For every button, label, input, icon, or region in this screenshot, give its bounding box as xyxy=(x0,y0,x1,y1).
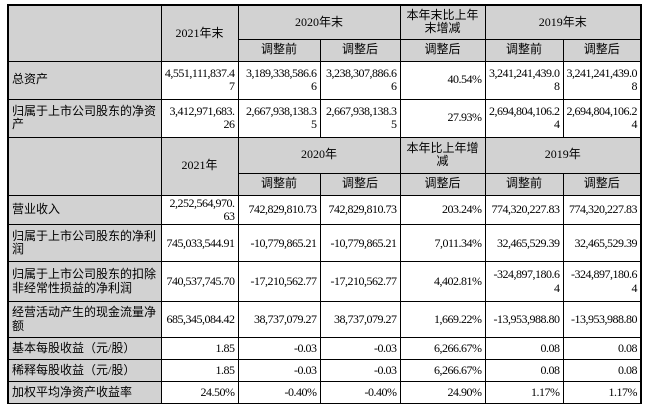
row-label: 稀释每股收益（元/股） xyxy=(7,359,162,383)
cell-value: 774,320,227.83 xyxy=(562,194,642,226)
cell-value: 24.50% xyxy=(160,381,239,404)
cell-value: 6,266.67% xyxy=(399,359,486,383)
cell-value: 32,465,529.39 xyxy=(562,224,642,263)
cell-value: 4,551,111,837.47 xyxy=(160,60,239,100)
cell-value: 6,266.67% xyxy=(399,337,486,361)
s2-sub-2019-post: 调整后 xyxy=(562,172,642,196)
cell-value: 32,465,529.39 xyxy=(484,224,564,263)
section1-header-row2: 调整前 调整后 调整后 调整前 调整后 xyxy=(8,38,642,62)
cell-value: 7,011.34% xyxy=(399,224,486,263)
cell-value: 0.08 xyxy=(484,359,564,383)
cell-value: 2,252,564,970.63 xyxy=(160,194,239,226)
cell-value: 745,033,544.91 xyxy=(160,224,239,263)
cell-value: 0.08 xyxy=(562,337,642,361)
cell-value: 740,537,745.70 xyxy=(160,261,239,303)
cell-value: -17,210,562.77 xyxy=(237,261,321,303)
row-label: 经营活动产生的现金流量净额 xyxy=(7,301,162,339)
cell-value: -0.03 xyxy=(237,359,321,383)
row-label: 总资产 xyxy=(7,60,162,100)
s2-sub-2020-post: 调整后 xyxy=(319,172,401,196)
table-row-net-profit: 归属于上市公司股东的净利润 745,033,544.91 -10,779,865… xyxy=(7,224,642,263)
cell-value: -324,897,180.64 xyxy=(484,261,564,303)
cell-value: 2,694,804,106.24 xyxy=(562,98,642,138)
section2-header-row1: 2021年 2020年 本年比上年增减 2019年 xyxy=(7,136,642,196)
row-label: 归属于上市公司股东的净资产 xyxy=(7,98,162,138)
row-label: 营业收入 xyxy=(7,194,162,226)
s2-col-2019: 2019年 xyxy=(484,136,642,174)
row-label: 归属于上市公司股东的净利润 xyxy=(7,224,162,263)
cell-value: 27.93% xyxy=(399,98,486,138)
cell-value: 1,669.22% xyxy=(399,301,486,339)
cell-value: -13,953,988.80 xyxy=(484,301,564,339)
cell-value: 0.08 xyxy=(484,337,564,361)
cell-value: 38,737,079.27 xyxy=(237,301,321,339)
section2-header-row2: 调整前 调整后 调整后 调整前 调整后 xyxy=(8,172,642,196)
s1-col-2019: 2019年末 xyxy=(484,4,642,40)
s2-col-2020: 2020年 xyxy=(237,136,401,174)
s2-sub-change-post: 调整后 xyxy=(399,172,486,196)
table-row-weighted-avg-roe: 加权平均净资产收益率 24.50% -0.40% -0.40% 24.90% 1… xyxy=(7,381,642,404)
table-row-net-profit-excl-nonrecurring: 归属于上市公司股东的扣除非经常性损益的净利润 740,537,745.70 -1… xyxy=(7,261,642,303)
cell-value: 2,694,804,106.24 xyxy=(484,98,564,138)
s2-col-change: 本年比上年增减 xyxy=(399,136,486,174)
cell-value: 38,737,079.27 xyxy=(319,301,401,339)
table-row-diluted-eps: 稀释每股收益（元/股） 1.85 -0.03 -0.03 6,266.67% 0… xyxy=(7,359,642,383)
section1-header-row1: 2021年末 2020年末 本年末比上年末增减 2019年末 xyxy=(7,4,642,62)
s1-sub-2019-post: 调整后 xyxy=(562,38,642,62)
cell-value: 3,241,241,439.08 xyxy=(484,60,564,100)
table-row-revenue: 营业收入 2,252,564,970.63 742,829,810.73 742… xyxy=(7,194,642,226)
cell-value: 4,402.81% xyxy=(399,261,486,303)
cell-value: -0.03 xyxy=(319,359,401,383)
cell-value: 3,238,307,886.66 xyxy=(319,60,401,100)
s2-col-2021: 2021年 xyxy=(160,136,239,196)
s1-col-2020: 2020年末 xyxy=(237,4,401,40)
s1-sub-change-post: 调整后 xyxy=(399,38,486,62)
cell-value: 24.90% xyxy=(399,381,486,404)
row-label: 基本每股收益（元/股） xyxy=(7,337,162,361)
cell-value: 1.85 xyxy=(160,359,239,383)
s2-sub-2019-pre: 调整前 xyxy=(484,172,564,196)
cell-value: 3,241,241,439.08 xyxy=(562,60,642,100)
cell-value: 3,412,971,683.26 xyxy=(160,98,239,138)
cell-value: -13,953,988.80 xyxy=(562,301,642,339)
row-label: 归属于上市公司股东的扣除非经常性损益的净利润 xyxy=(7,261,162,303)
cell-value: -0.03 xyxy=(319,337,401,361)
s1-sub-2019-pre: 调整前 xyxy=(484,38,564,62)
cell-value: 774,320,227.83 xyxy=(484,194,564,226)
financial-summary-table: 2021年末 2020年末 本年末比上年末增减 2019年末 调整前 调整后 调… xyxy=(7,4,643,404)
cell-value: 203.24% xyxy=(399,194,486,226)
table-row-total-assets: 总资产 4,551,111,837.47 3,189,338,586.66 3,… xyxy=(7,60,642,100)
cell-value: 3,189,338,586.66 xyxy=(237,60,321,100)
cell-value: 742,829,810.73 xyxy=(237,194,321,226)
s2-sub-2020-pre: 调整前 xyxy=(237,172,321,196)
s1-col-2021: 2021年末 xyxy=(160,4,239,62)
table-row-net-assets: 归属于上市公司股东的净资产 3,412,971,683.26 2,667,938… xyxy=(7,98,642,138)
s1-corner-blank-cell xyxy=(7,4,162,62)
cell-value: 1.85 xyxy=(160,337,239,361)
cell-value: -17,210,562.77 xyxy=(319,261,401,303)
cell-value: 2,667,938,138.35 xyxy=(319,98,401,138)
cell-value: 1.17% xyxy=(562,381,642,404)
cell-value: -0.40% xyxy=(237,381,321,404)
s2-corner-blank-cell xyxy=(7,136,162,196)
s1-sub-2020-post: 调整后 xyxy=(319,38,401,62)
cell-value: -324,897,180.64 xyxy=(562,261,642,303)
row-label: 加权平均净资产收益率 xyxy=(7,381,162,404)
s1-sub-2020-pre: 调整前 xyxy=(237,38,321,62)
cell-value: 742,829,810.73 xyxy=(319,194,401,226)
s1-col-change: 本年末比上年末增减 xyxy=(399,4,486,40)
cell-value: -10,779,865.21 xyxy=(237,224,321,263)
cell-value: 0.08 xyxy=(562,359,642,383)
table-row-basic-eps: 基本每股收益（元/股） 1.85 -0.03 -0.03 6,266.67% 0… xyxy=(7,337,642,361)
cell-value: 40.54% xyxy=(399,60,486,100)
table-row-operating-cash-flow: 经营活动产生的现金流量净额 685,345,084.42 38,737,079.… xyxy=(7,301,642,339)
cell-value: 1.17% xyxy=(484,381,564,404)
cell-value: -0.03 xyxy=(237,337,321,361)
cell-value: 685,345,084.42 xyxy=(160,301,239,339)
cell-value: 2,667,938,138.35 xyxy=(237,98,321,138)
cell-value: -0.40% xyxy=(319,381,401,404)
cell-value: -10,779,865.21 xyxy=(319,224,401,263)
